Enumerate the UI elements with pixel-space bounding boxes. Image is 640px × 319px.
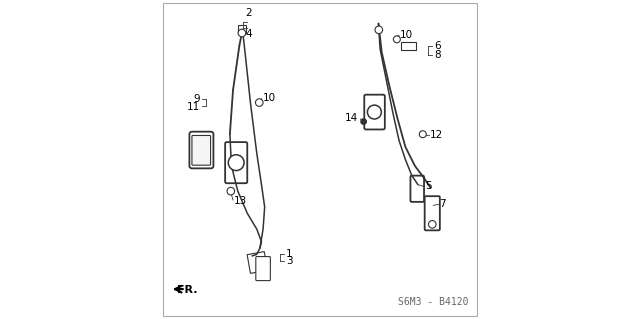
Text: 11: 11: [188, 102, 200, 112]
Text: 5: 5: [425, 182, 431, 191]
Circle shape: [238, 29, 246, 37]
Text: 12: 12: [430, 130, 444, 140]
FancyBboxPatch shape: [256, 256, 270, 281]
Text: 10: 10: [263, 93, 276, 103]
Circle shape: [375, 26, 383, 33]
Text: FR.: FR.: [177, 285, 198, 295]
Text: S6M3 - B4120: S6M3 - B4120: [398, 297, 468, 307]
Circle shape: [255, 99, 263, 106]
Text: 9: 9: [194, 94, 200, 104]
Bar: [401, 42, 417, 50]
FancyBboxPatch shape: [189, 132, 213, 168]
Circle shape: [367, 105, 381, 119]
FancyBboxPatch shape: [364, 95, 385, 130]
Circle shape: [428, 220, 436, 228]
Circle shape: [361, 119, 367, 124]
Text: 10: 10: [400, 30, 413, 40]
Text: 14: 14: [345, 113, 358, 123]
Circle shape: [394, 36, 401, 43]
FancyBboxPatch shape: [225, 142, 247, 183]
Text: 6: 6: [434, 41, 440, 51]
Bar: [238, 25, 246, 33]
Circle shape: [227, 187, 235, 195]
FancyBboxPatch shape: [410, 176, 424, 202]
Text: 4: 4: [246, 29, 252, 39]
Text: 3: 3: [286, 256, 292, 266]
Text: 7: 7: [440, 199, 446, 209]
Text: 2: 2: [246, 9, 252, 19]
FancyBboxPatch shape: [425, 196, 440, 230]
Circle shape: [228, 155, 244, 171]
Bar: [247, 252, 268, 273]
Circle shape: [419, 131, 426, 138]
FancyBboxPatch shape: [192, 136, 211, 165]
Text: 8: 8: [434, 49, 440, 60]
Text: 13: 13: [234, 196, 247, 206]
Text: 1: 1: [286, 249, 292, 259]
